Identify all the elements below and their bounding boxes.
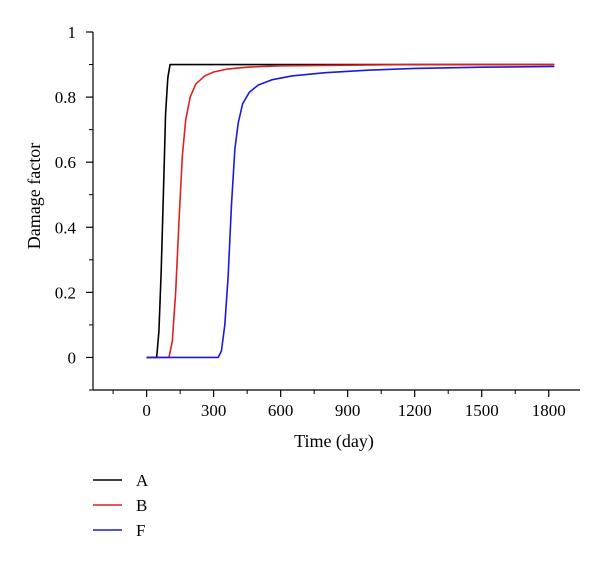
x-axis-title: Time (day) bbox=[294, 431, 374, 452]
legend: ABF bbox=[93, 471, 149, 540]
legend-label-f: F bbox=[136, 521, 145, 540]
x-tick-label: 900 bbox=[335, 401, 361, 420]
series-group bbox=[146, 63, 555, 359]
x-tick-label: 0 bbox=[142, 401, 151, 420]
x-tick-label: 300 bbox=[201, 401, 227, 420]
series-line-f bbox=[146, 65, 555, 359]
y-ticks: 0 0.2 0.4 0.6 0.8 1 bbox=[55, 23, 93, 391]
axes bbox=[92, 32, 580, 391]
y-tick-label: 0.4 bbox=[55, 218, 77, 237]
y-tick-label: 0 bbox=[68, 348, 77, 367]
y-axis-title: Damage factor bbox=[24, 143, 44, 249]
x-tick-label: 1800 bbox=[532, 401, 566, 420]
x-tick-label: 600 bbox=[268, 401, 294, 420]
y-tick-label: 1 bbox=[68, 23, 77, 42]
series-line-b bbox=[146, 63, 555, 359]
y-tick-label: 0.6 bbox=[55, 153, 76, 172]
x-tick-label: 1500 bbox=[465, 401, 499, 420]
x-ticks: 0 300 600 900 1200 1500 1800 bbox=[112, 390, 566, 420]
y-tick-label: 0.2 bbox=[55, 283, 76, 302]
legend-label-a: A bbox=[136, 471, 149, 490]
series-line-a bbox=[146, 63, 555, 359]
x-tick-label: 1200 bbox=[398, 401, 432, 420]
legend-label-b: B bbox=[136, 496, 147, 515]
y-tick-label: 0.8 bbox=[55, 88, 76, 107]
